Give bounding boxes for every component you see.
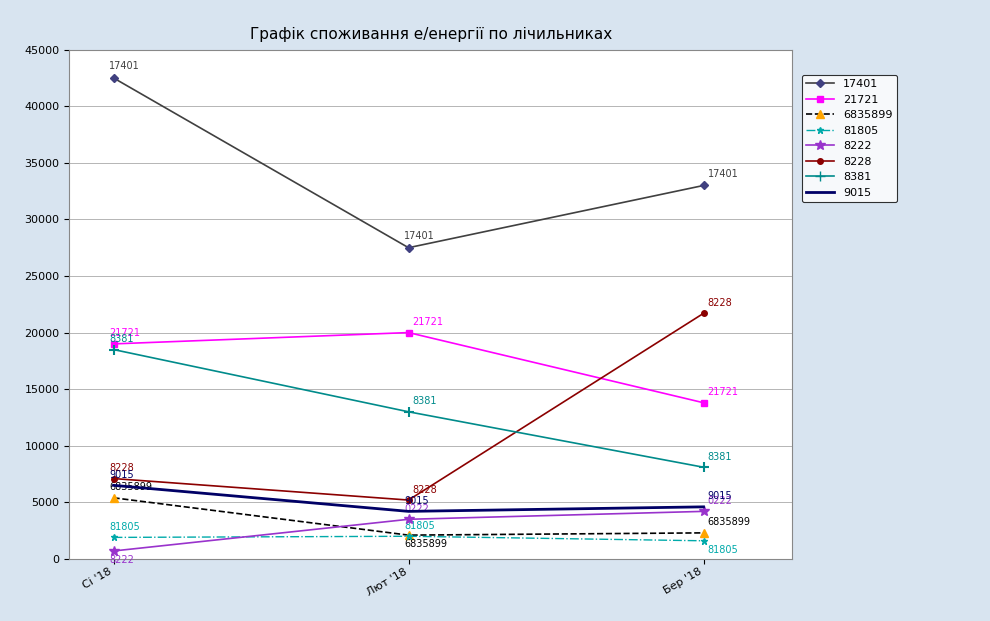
- 8222: [108, 547, 120, 555]
- 6835899: [403, 532, 415, 539]
- Text: 6835899: 6835899: [708, 517, 750, 527]
- Line: 8228: 8228: [111, 310, 706, 503]
- Text: 0222: 0222: [708, 496, 733, 506]
- Text: 81805: 81805: [708, 545, 739, 555]
- 6835899: [108, 494, 120, 502]
- 8381: [108, 346, 120, 353]
- Text: 17401: 17401: [708, 168, 739, 178]
- Text: 21721: 21721: [109, 329, 141, 338]
- 17401: [108, 75, 120, 82]
- Title: Графік споживання е/енергії по лічильниках: Графік споживання е/енергії по лічильник…: [249, 27, 612, 42]
- Line: 9015: 9015: [114, 486, 704, 511]
- Text: 8381: 8381: [708, 451, 733, 461]
- Line: 8381: 8381: [109, 345, 709, 472]
- 81805: [403, 533, 415, 540]
- Legend: 17401, 21721, 6835899, 81805, 8222, 8228, 8381, 9015: 17401, 21721, 6835899, 81805, 8222, 8228…: [802, 75, 897, 202]
- 81805: [698, 537, 710, 545]
- 17401: [698, 182, 710, 189]
- Text: 17401: 17401: [109, 61, 141, 71]
- 8381: [698, 463, 710, 471]
- Text: 9015: 9015: [708, 491, 733, 501]
- 21721: [403, 329, 415, 337]
- 17401: [403, 244, 415, 252]
- Text: 0222: 0222: [404, 504, 430, 514]
- 81805: [108, 533, 120, 541]
- Text: 8381: 8381: [413, 396, 438, 406]
- 8228: [403, 496, 415, 504]
- Text: 17401: 17401: [404, 231, 436, 241]
- Text: 6835899: 6835899: [404, 539, 447, 549]
- 6835899: [698, 529, 710, 537]
- Text: 81805: 81805: [109, 522, 141, 532]
- 8381: [403, 408, 415, 415]
- 9015: [698, 503, 710, 510]
- Text: 9015: 9015: [109, 470, 134, 480]
- Text: 8222: 8222: [109, 555, 135, 565]
- Line: 17401: 17401: [111, 75, 706, 250]
- Text: 81805: 81805: [404, 521, 436, 531]
- 8228: [698, 310, 710, 317]
- 9015: [108, 482, 120, 489]
- 21721: [108, 340, 120, 348]
- Text: 21721: 21721: [413, 317, 444, 327]
- Text: 21721: 21721: [708, 387, 739, 397]
- Text: 8228: 8228: [109, 463, 134, 473]
- Line: 6835899: 6835899: [109, 494, 708, 539]
- 9015: [403, 507, 415, 515]
- Line: 21721: 21721: [111, 330, 706, 406]
- Text: 8381: 8381: [109, 334, 134, 344]
- Text: 6835899: 6835899: [109, 483, 152, 492]
- 21721: [698, 399, 710, 407]
- 8228: [108, 475, 120, 483]
- Line: 81805: 81805: [110, 533, 707, 544]
- Line: 8222: 8222: [109, 507, 709, 556]
- Text: 9015: 9015: [404, 496, 429, 506]
- Text: 8228: 8228: [708, 298, 733, 308]
- Text: 8228: 8228: [413, 484, 438, 494]
- 8222: [403, 515, 415, 523]
- 8222: [698, 507, 710, 515]
